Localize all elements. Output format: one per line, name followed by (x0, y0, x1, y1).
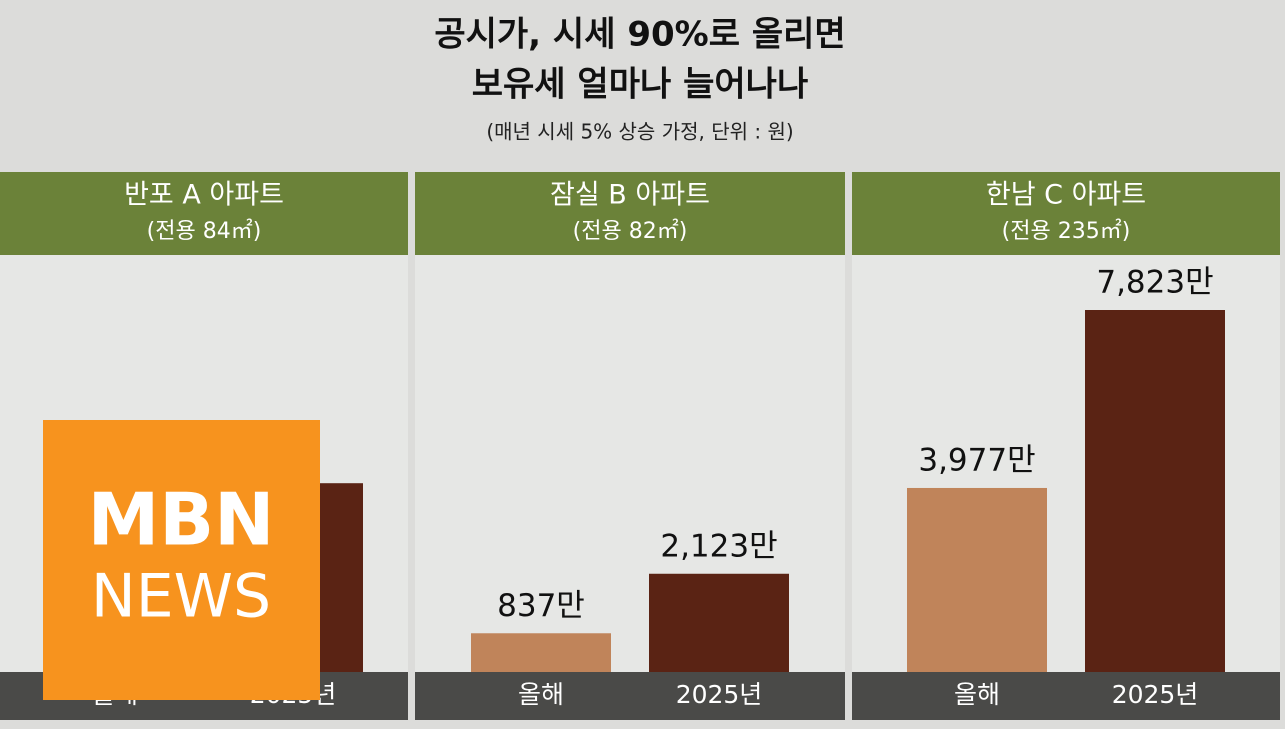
panel-title: 잠실 B 아파트 (550, 180, 710, 211)
note: (매년 시세 5% 상승 가정, 단위 : 원) (486, 120, 793, 144)
value-label: 3,977만 (918, 442, 1035, 478)
panel-title: 한남 C 아파트 (986, 180, 1146, 211)
category-label: 올해 (954, 680, 1000, 709)
panel-subtitle: (전용 84㎡) (147, 218, 262, 244)
logo-text: NEWS (91, 562, 271, 632)
bar (907, 487, 1047, 672)
category-label: 2025년 (676, 680, 763, 709)
title-line: 보유세 얼마나 늘어나나 (472, 65, 808, 105)
value-label: 7,823만 (1096, 265, 1213, 301)
category-band (852, 672, 1280, 720)
panel-header (852, 172, 1280, 255)
bar (471, 633, 611, 672)
logo-box (43, 420, 320, 700)
category-label: 올해 (518, 680, 564, 709)
category-band (415, 672, 845, 720)
title-line: 공시가, 시세 90%로 올리면 (434, 15, 845, 55)
value-label: 2,123만 (660, 528, 777, 564)
logo-text: MBN (88, 478, 275, 562)
bar (649, 573, 789, 672)
panel-header (415, 172, 845, 255)
panel-subtitle: (전용 82㎡) (573, 218, 688, 244)
panel-header (0, 172, 408, 255)
panel-subtitle: (전용 235㎡) (1002, 218, 1131, 244)
logo: MBN NEWS (43, 420, 320, 700)
category-label: 2025년 (1112, 680, 1199, 709)
bar (1085, 310, 1225, 672)
panel-title: 반포 A 아파트 (124, 180, 284, 211)
value-label: 837만 (497, 588, 585, 624)
